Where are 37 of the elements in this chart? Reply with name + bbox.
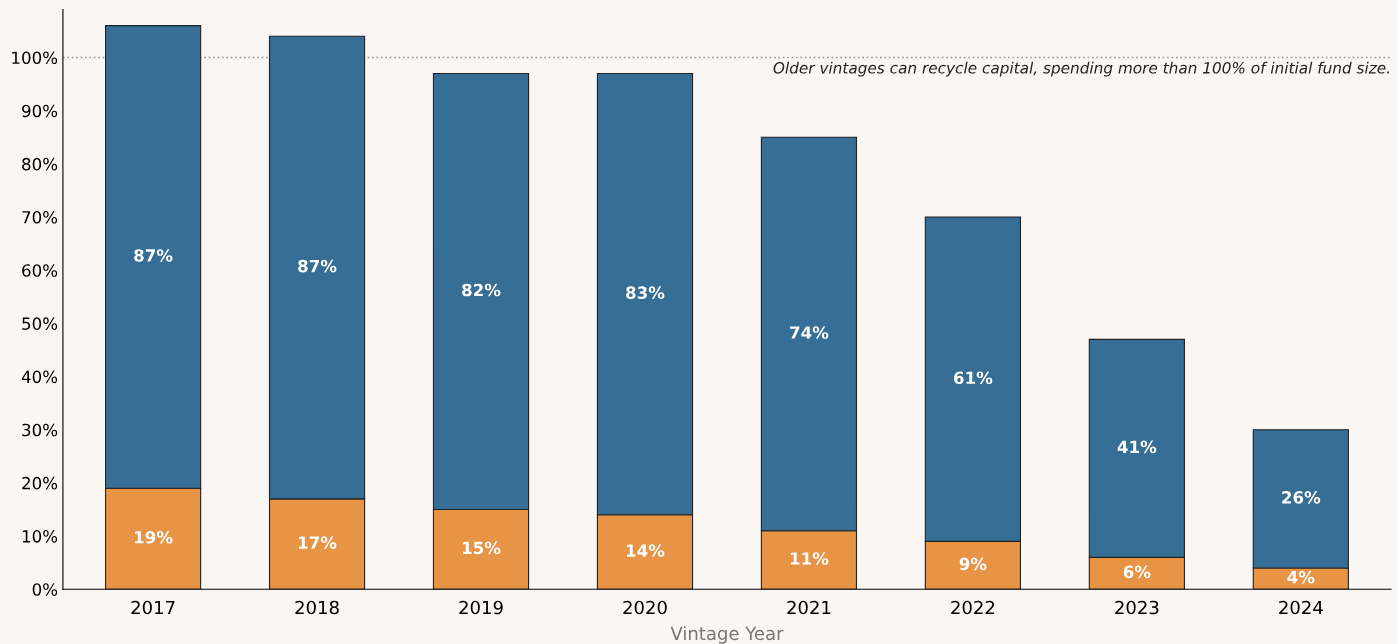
- data-label: 4%: [1287, 570, 1315, 584]
- data-label: 26%: [1282, 491, 1321, 504]
- data-label: 9%: [959, 557, 987, 571]
- data-label: 87%: [298, 259, 337, 273]
- y-tick-label: 70%: [22, 211, 58, 224]
- y-tick-label: 20%: [22, 476, 58, 490]
- data-label: 74%: [790, 326, 829, 339]
- data-label: 14%: [626, 544, 665, 557]
- x-tick-label: 2020: [623, 600, 667, 615]
- data-label: 87%: [134, 249, 173, 262]
- data-label: 61%: [953, 371, 993, 385]
- data-label: 19%: [135, 530, 173, 544]
- y-tick-label: 30%: [22, 423, 58, 437]
- data-label: 82%: [462, 283, 501, 297]
- x-tick-label: 2018: [295, 600, 339, 615]
- y-tick-label: 60%: [22, 264, 58, 277]
- x-tick-label: 2019: [459, 600, 503, 615]
- x-tick-label: 2023: [1115, 600, 1159, 615]
- y-tick-label: 10%: [22, 530, 58, 543]
- data-label: 41%: [1117, 440, 1157, 454]
- data-label: 11%: [790, 552, 829, 565]
- y-tick-label: 0%: [32, 583, 58, 596]
- x-axis-title: Vintage Year: [670, 626, 784, 644]
- ref-line-label: Older vintages can recycle capital, spending more than 100% of initial fund size.: [773, 61, 1389, 77]
- x-tick-label: 2017: [131, 600, 175, 615]
- data-label: 17%: [298, 536, 337, 549]
- x-tick-label: 2022: [951, 600, 995, 615]
- y-tick-label: 80%: [22, 157, 58, 171]
- x-tick-label: 2024: [1279, 600, 1323, 615]
- y-tick-label: 100%: [12, 51, 58, 65]
- y-tick-label: 50%: [22, 317, 58, 330]
- y-tick-label: 40%: [21, 370, 58, 384]
- x-tick-label: 2021: [787, 600, 831, 615]
- data-label: 83%: [626, 286, 665, 299]
- data-label: 6%: [1123, 565, 1151, 579]
- data-label: 15%: [462, 541, 501, 555]
- y-tick-label: 90%: [22, 104, 58, 118]
